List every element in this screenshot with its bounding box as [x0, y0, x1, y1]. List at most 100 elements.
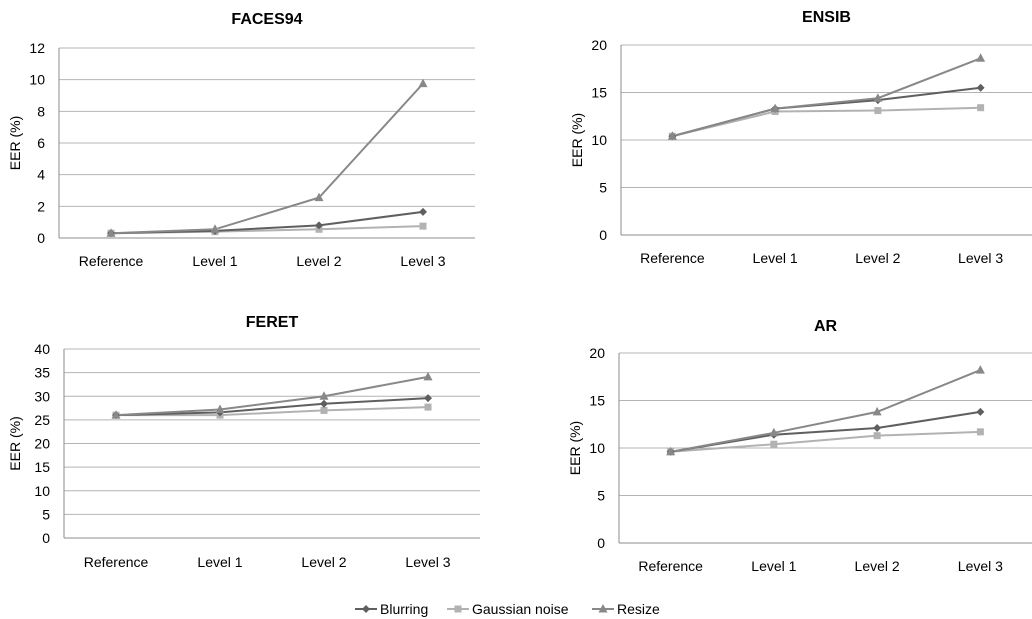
data-point-resize [872, 406, 882, 416]
data-point-blurring [976, 83, 985, 92]
data-point-resize [873, 93, 883, 102]
data-point-gaussian-noise [873, 432, 881, 440]
y-tick-label: 8 [37, 103, 45, 119]
legend-item-blurring: Blurring [355, 601, 428, 617]
y-tick-label: 20 [34, 436, 50, 452]
y-tick-label: 2 [37, 198, 45, 214]
x-tick-label: Level 3 [958, 250, 1003, 266]
data-point-resize [769, 427, 779, 437]
y-tick-label: 12 [29, 40, 45, 56]
data-point-resize [666, 446, 676, 456]
legend: Blurring Gaussian noise Resize [355, 601, 660, 617]
data-point-resize [423, 371, 433, 381]
chart-title: FERET [246, 314, 299, 331]
y-axis-label: EER (%) [569, 113, 585, 167]
y-axis-label: EER (%) [567, 421, 583, 475]
x-tick-label: Level 1 [753, 250, 798, 266]
y-tick-label: 10 [34, 483, 50, 499]
data-point-resize [667, 131, 677, 140]
data-point-resize [975, 365, 985, 374]
y-tick-label: 15 [589, 393, 605, 409]
data-point-gaussian-noise [770, 440, 778, 448]
y-tick-label: 35 [34, 365, 50, 381]
legend-marker [362, 605, 370, 613]
data-point-resize [976, 53, 986, 62]
data-point-blurring [419, 207, 427, 216]
y-tick-label: 10 [589, 440, 605, 456]
x-tick-label: Level 1 [751, 558, 796, 574]
y-tick-label: 40 [34, 341, 50, 357]
x-tick-label: Level 2 [296, 253, 341, 269]
x-tick-label: Level 3 [405, 554, 450, 570]
chart-panel-feret: FERET 0 5 10 15 20 25 30 35 40 EER (%) Reference Lev… [7, 314, 480, 570]
x-tick-label: Level 2 [855, 250, 900, 266]
chart-panel-faces94: FACES94 0 2 4 6 8 10 12 EER (%) Reference Level 1 L… [7, 11, 475, 269]
data-point-gaussian-noise [977, 104, 985, 112]
x-tick-label: Reference [84, 554, 149, 570]
chart-panel-ensib: ENSIB 0 5 10 15 20 EER (%) Reference Level 1 Leve… [569, 9, 1032, 266]
y-tick-label: 5 [597, 488, 605, 504]
data-point-resize [111, 410, 121, 419]
legend-marker [598, 604, 608, 613]
series-line-resize [110, 82, 424, 235]
y-tick-label: 0 [597, 535, 605, 551]
chart-title: AR [814, 318, 838, 335]
data-point-gaussian-noise [976, 428, 984, 436]
y-tick-label: 0 [37, 230, 45, 246]
legend-label: Gaussian noise [472, 601, 569, 617]
series-line-resize [670, 369, 981, 453]
y-tick-label: 10 [591, 132, 607, 148]
x-tick-label: Level 3 [400, 253, 445, 269]
x-tick-label: Level 1 [192, 253, 237, 269]
x-tick-label: Reference [638, 558, 703, 574]
data-point-resize [770, 103, 780, 113]
data-point-gaussian-noise [874, 107, 882, 115]
data-point-blurring [976, 407, 985, 416]
x-tick-label: Level 2 [855, 558, 900, 574]
data-point-resize [210, 224, 220, 233]
y-axis-label: EER (%) [7, 416, 23, 470]
x-tick-label: Level 3 [958, 558, 1003, 574]
legend-label: Blurring [380, 601, 428, 617]
y-tick-label: 15 [591, 85, 607, 101]
data-point-blurring [315, 221, 323, 230]
data-point-gaussian-noise [424, 403, 432, 411]
y-tick-label: 25 [34, 412, 50, 428]
legend-marker [454, 605, 462, 613]
legend-item-gaussian-noise: Gaussian noise [447, 601, 569, 617]
legend-label: Resize [617, 601, 660, 617]
chart-panel-ar: AR 0 5 10 15 20 EER (%) Reference Level 1 Level 2… [567, 318, 1032, 574]
y-tick-label: 10 [29, 72, 45, 88]
data-point-blurring [873, 424, 882, 433]
chart-title: ENSIB [802, 9, 851, 26]
y-tick-label: 5 [42, 506, 50, 522]
legend-item-resize: Resize [592, 601, 660, 617]
data-point-resize [418, 78, 428, 88]
y-tick-label: 0 [42, 530, 50, 546]
series-line-blurring [115, 397, 429, 417]
y-tick-label: 20 [591, 37, 607, 53]
data-point-resize [319, 391, 329, 400]
y-tick-label: 0 [599, 227, 607, 243]
y-tick-label: 20 [589, 345, 605, 361]
series-line-resize [672, 57, 981, 138]
x-tick-label: Level 1 [197, 554, 242, 570]
series-line-gaussian-noise [670, 430, 981, 453]
series-line-gaussian-noise [672, 106, 981, 138]
x-tick-label: Level 2 [301, 554, 346, 570]
y-axis-label: EER (%) [7, 116, 23, 170]
data-point-resize [314, 192, 324, 202]
series-line-blurring [670, 410, 981, 453]
data-point-gaussian-noise [320, 406, 328, 414]
data-point-resize [215, 404, 225, 413]
chart-title: FACES94 [231, 11, 302, 28]
series-line-gaussian-noise [116, 406, 429, 417]
y-tick-label: 30 [34, 388, 50, 404]
x-tick-label: Reference [640, 250, 705, 266]
data-point-blurring [320, 399, 328, 408]
series-line-resize [115, 375, 429, 417]
y-tick-label: 4 [37, 167, 45, 183]
y-tick-label: 5 [599, 180, 607, 196]
data-point-gaussian-noise [419, 222, 427, 230]
